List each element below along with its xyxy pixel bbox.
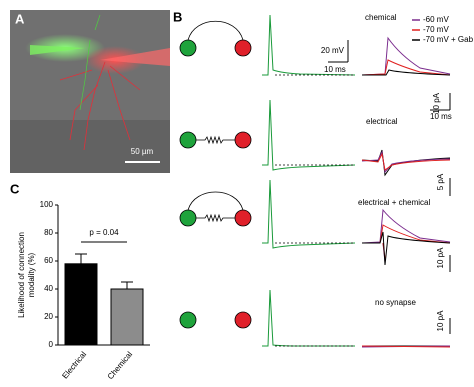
legend-label: -60 mV bbox=[423, 15, 449, 24]
scale-label: 10 pA bbox=[436, 310, 445, 332]
y-axis-label: modality (%) bbox=[27, 252, 36, 297]
row-title: electrical bbox=[366, 117, 398, 126]
significance-label: p = 0.04 bbox=[89, 228, 119, 237]
x-tick-label: Chemical bbox=[106, 350, 134, 381]
scale-label: 10 ms bbox=[324, 65, 346, 74]
legend-label: -70 mV bbox=[423, 25, 449, 34]
row-title: electrical + chemical bbox=[358, 198, 430, 207]
error-bar bbox=[121, 281, 133, 289]
scale-label: 10 pA bbox=[436, 247, 445, 269]
bar bbox=[64, 263, 98, 346]
legend: -60 mV-70 mV-70 mV + Gab bbox=[412, 15, 474, 44]
y-tick-label: 0 bbox=[49, 340, 54, 349]
postsynaptic-traces bbox=[361, 36, 451, 348]
row-labels: chemical 20 mV 10 ms 10 pA 10 ms electri… bbox=[321, 13, 452, 331]
y-tick-label: 80 bbox=[44, 228, 53, 237]
scale-label: 10 ms bbox=[430, 112, 452, 121]
x-tick-label: Electrical bbox=[60, 350, 88, 381]
bar-chart: 0 20 40 60 80 100 Electrical Chemical p = 0.04 bbox=[40, 200, 150, 381]
panel-label: B bbox=[173, 9, 182, 24]
schematics bbox=[179, 20, 252, 329]
presynaptic-traces bbox=[262, 14, 356, 347]
row-title: chemical bbox=[365, 13, 397, 22]
scale-bars bbox=[328, 40, 451, 334]
panel-label: A bbox=[15, 11, 25, 26]
scale-bar-label: 50 µm bbox=[131, 147, 154, 156]
y-tick-label: 40 bbox=[44, 284, 53, 293]
legend-label: -70 mV + Gab bbox=[423, 35, 474, 44]
bar bbox=[110, 288, 144, 346]
panel-label: C bbox=[10, 181, 20, 196]
scale-label: 10 pA bbox=[432, 92, 441, 114]
row-title: no synapse bbox=[375, 298, 416, 307]
scale-label: 20 mV bbox=[321, 46, 345, 55]
scale-label: 5 pA bbox=[436, 173, 445, 190]
micrograph bbox=[10, 10, 170, 173]
y-axis-label: Likelihood of connection bbox=[17, 232, 26, 318]
y-tick-label: 20 bbox=[44, 312, 53, 321]
y-tick-label: 60 bbox=[44, 256, 53, 265]
y-tick-label: 100 bbox=[40, 200, 54, 209]
error-bar bbox=[75, 253, 87, 264]
